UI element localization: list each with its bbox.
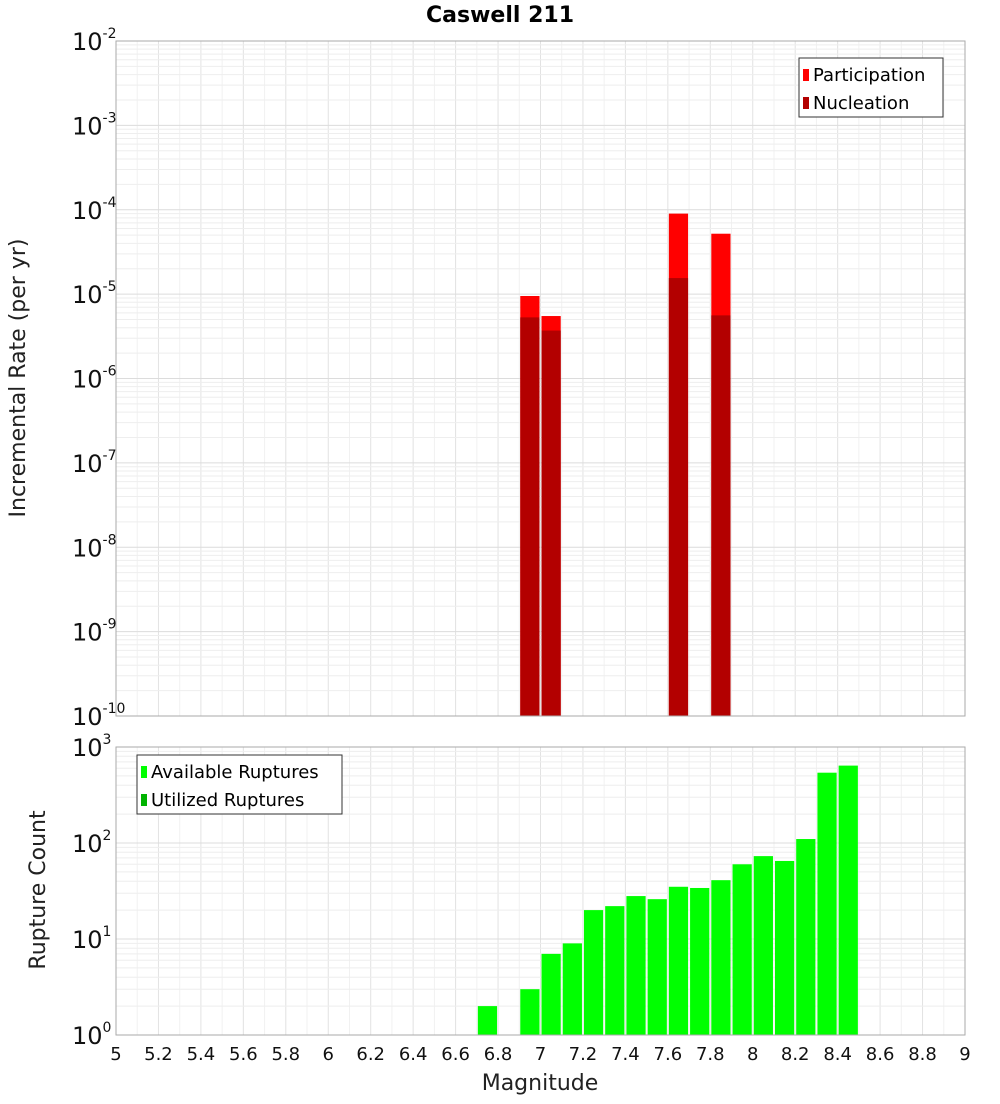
- rate-tick-label: 10-9: [72, 617, 117, 647]
- magnitude-tick-label: 5.6: [229, 1044, 258, 1065]
- rate-legend-swatch: [803, 69, 809, 81]
- magnitude-tick-label: 9: [959, 1044, 970, 1065]
- rate-tick-label: 10-2: [72, 26, 117, 56]
- count-bar: [626, 896, 646, 1035]
- magnitude-axis-title: Magnitude: [482, 1071, 599, 1096]
- rate-legend-box: [798, 57, 944, 118]
- count-bar: [690, 887, 710, 1035]
- magnitude-tick-label: 8.4: [823, 1044, 852, 1065]
- count-legend: Available Ruptures Utilized Ruptures: [136, 754, 343, 815]
- count-bar: [541, 953, 561, 1035]
- count-plot-frame: [115, 746, 966, 1036]
- count-bar: [711, 880, 731, 1035]
- magnitude-tick-label: 5: [110, 1044, 121, 1065]
- rate-legend-label: Nucleation: [813, 93, 909, 114]
- magnitude-tick-label: 8.6: [866, 1044, 895, 1065]
- rate-tick-label: 10-5: [72, 279, 117, 309]
- magnitude-ticks: 5 5.2 5.4 5.6 5.8 6 6.2 6.4 6.6 6.8 7 7.2 7.4 7.6 7.8 8…: [110, 1044, 970, 1065]
- rate-tick-label: 10-8: [72, 532, 117, 562]
- rate-tick-label: 10-6: [72, 364, 117, 394]
- rate-panel: 10-10 10-9 10-8 10-7 10-6 10-5 10-4 10-3 10-2 Par…: [72, 26, 966, 731]
- count-legend-label: Utilized Ruptures: [151, 790, 304, 811]
- count-bar: [562, 943, 582, 1035]
- count-bar: [520, 989, 540, 1035]
- count-bar: [732, 864, 752, 1035]
- rate-series-2: [520, 278, 731, 716]
- magnitude-tick-label: 8.2: [781, 1044, 810, 1065]
- magnitude-tick-label: 8: [747, 1044, 758, 1065]
- count-bar: [817, 772, 837, 1035]
- chart-title: Caswell 211: [426, 3, 574, 28]
- count-bar: [753, 856, 773, 1035]
- count-panel: 100 101 102 103 Available Ruptures Utilized R…: [72, 732, 971, 1065]
- rate-grid: [115, 41, 966, 717]
- rate-legend: Participation Nucleation: [798, 57, 944, 118]
- magnitude-tick-label: 5.4: [187, 1044, 216, 1065]
- rate-bar: [541, 330, 561, 716]
- rate-tick-label: 10-3: [72, 110, 117, 140]
- magnitude-tick-label: 7.6: [654, 1044, 683, 1065]
- magnitude-tick-label: 8.8: [908, 1044, 937, 1065]
- rate-bar: [711, 315, 731, 716]
- magnitude-tick-label: 7.4: [611, 1044, 640, 1065]
- magnitude-tick-label: 7.8: [696, 1044, 725, 1065]
- count-series-1: [477, 765, 858, 1035]
- count-legend-swatch: [141, 766, 147, 778]
- magnitude-tick-label: 6.4: [399, 1044, 428, 1065]
- count-bar: [668, 886, 689, 1035]
- count-bar: [647, 899, 667, 1035]
- rate-tick-label: 10-4: [72, 195, 117, 225]
- count-bar: [796, 839, 816, 1035]
- rate-bar: [668, 278, 689, 716]
- count-legend-swatch: [141, 794, 147, 806]
- count-axis-title: Rupture Count: [26, 810, 51, 970]
- rate-axis-title: Incremental Rate (per yr): [6, 239, 31, 518]
- magnitude-tick-label: 6.2: [356, 1044, 385, 1065]
- count-tick-label: 102: [72, 828, 111, 858]
- magnitude-tick-label: 7: [535, 1044, 546, 1065]
- rate-legend-label: Participation: [813, 65, 925, 86]
- rate-tick-label: 10-7: [72, 448, 117, 478]
- rate-bar: [520, 317, 540, 716]
- count-bar: [605, 906, 625, 1035]
- count-bar: [477, 1006, 498, 1035]
- magnitude-tick-label: 6.8: [484, 1044, 513, 1065]
- rate-plot-frame: [115, 40, 966, 717]
- magnitude-tick-label: 5.2: [144, 1044, 173, 1065]
- rate-legend-swatch: [803, 97, 809, 109]
- magnitude-tick-label: 5.8: [271, 1044, 300, 1065]
- count-tick-label: 100: [72, 1020, 111, 1050]
- count-tick-label: 101: [72, 924, 111, 954]
- count-tick-label: 103: [72, 732, 111, 762]
- magnitude-tick-label: 6.6: [441, 1044, 470, 1065]
- rate-tick-label: 10-10: [72, 701, 125, 731]
- magnitude-tick-label: 7.2: [569, 1044, 598, 1065]
- count-bar: [838, 765, 858, 1035]
- magnitude-tick-label: 6: [323, 1044, 334, 1065]
- count-legend-label: Available Ruptures: [151, 762, 319, 783]
- count-bar: [774, 860, 795, 1035]
- count-legend-box: [136, 754, 343, 815]
- count-bar: [583, 910, 604, 1035]
